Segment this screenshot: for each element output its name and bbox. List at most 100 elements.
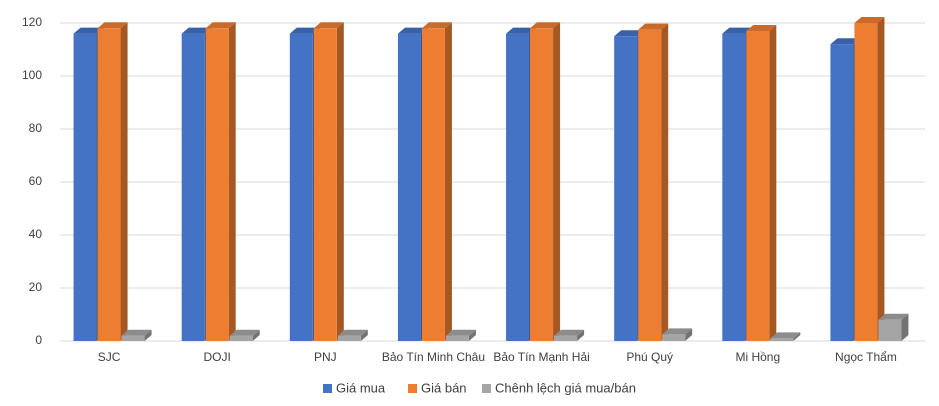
bar-top [97,22,128,29]
bar-side [336,22,344,342]
bar-front [854,23,878,341]
bar-top [722,27,753,34]
bar-top [530,22,561,29]
bar [878,313,909,341]
x-tick-label: PNJ [314,350,337,364]
bar-front [722,33,746,341]
bar-side [360,329,368,341]
legend-swatch [323,384,332,393]
bar-side [877,17,885,341]
legend-swatch [408,384,417,393]
bar-side [901,313,909,341]
bar [530,22,561,342]
y-tick-label: 80 [29,121,43,135]
bar-top [445,329,476,336]
y-tick-label: 0 [35,333,42,347]
bar-side [685,328,693,341]
bar-front [121,335,145,341]
bar-side [444,22,452,342]
y-tick-label: 120 [22,15,42,29]
bar-side [553,22,561,342]
x-tick-label: Bảo Tín Minh Châu [382,350,485,364]
bar [313,22,344,342]
bar [554,329,585,341]
bar-side [120,22,128,342]
bar-front [289,33,313,341]
bar [121,329,152,341]
x-tick-label: Bảo Tín Mạnh Hải [493,350,590,364]
bar-front [770,338,794,341]
bar-side [661,23,669,341]
bar-side [468,329,476,341]
x-tick-label: SJC [98,350,121,364]
bar [337,329,368,341]
bar [445,329,476,341]
bar-side [577,329,585,341]
bar-front [746,30,770,341]
legend-label: Giá bán [421,380,467,395]
bar-front [506,33,530,341]
y-tick-label: 20 [29,280,43,294]
bar-front [229,335,253,341]
bar [97,22,128,342]
legend-swatch [482,384,491,393]
bar-front [421,28,445,342]
y-tick-label: 40 [29,227,43,241]
bar-top [337,329,368,336]
bar-front [554,335,578,341]
bar-front [205,28,229,342]
bar-top [506,27,537,34]
bar-top [181,27,212,34]
x-tick-label: Mi Hồng [735,350,780,364]
legend-label: Giá mua [336,380,386,395]
x-tick-label: Phú Quý [626,350,673,364]
bar [854,17,885,341]
bar-top [554,329,585,336]
y-tick-label: 100 [22,68,42,82]
bar-top [830,38,861,45]
bar [421,22,452,342]
bar-top [746,24,777,31]
bar-side [252,329,260,341]
bar [229,329,260,341]
bar [662,328,693,341]
bar-side [793,332,801,341]
bar-front [662,334,686,341]
x-tick-label: DOJI [204,350,231,364]
bar-top [638,23,669,30]
legend-label: Chênh lệch giá mua/bán [495,380,636,395]
bar-top [121,329,152,336]
bar-front [614,36,638,341]
bar [746,24,777,341]
bar [638,23,669,341]
bar-top [73,27,104,34]
bar-side [769,24,777,341]
bar-top [770,332,801,339]
bar-top [289,27,320,34]
bar [205,22,236,342]
bar-top [397,27,428,34]
bar-top [614,30,645,37]
x-tick-label: Ngọc Thẩm [835,350,897,364]
bar-top [662,328,693,335]
bar-top [313,22,344,29]
bar-top [854,17,885,23]
bar-front [397,33,421,341]
bar-front [181,33,205,341]
bar-top [421,22,452,29]
bar-front [830,44,854,341]
bar [770,332,801,341]
bar-side [144,329,152,341]
bar-front [638,29,662,341]
bar-front [445,335,469,341]
bar-front [337,335,361,341]
bar-front [313,28,337,342]
bar-front [878,319,902,341]
bar-front [530,28,554,342]
bar-front [73,33,97,341]
bar-top [229,329,260,336]
y-tick-label: 60 [29,174,43,188]
bar-side [228,22,236,342]
bar-top [878,313,909,320]
